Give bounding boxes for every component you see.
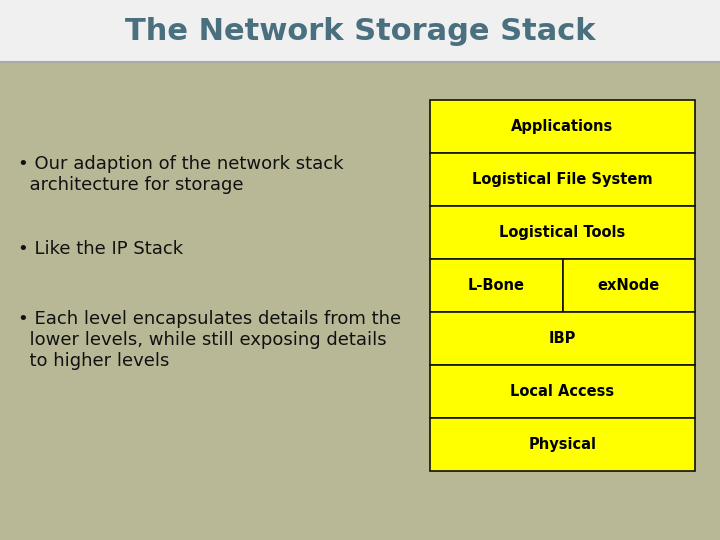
Bar: [430, 100, 695, 153]
Text: L-Bone: L-Bone: [468, 278, 525, 293]
Text: exNode: exNode: [598, 278, 660, 293]
Bar: [430, 418, 695, 471]
Bar: [430, 259, 562, 312]
Text: • Like the IP Stack: • Like the IP Stack: [18, 240, 183, 258]
Text: • Our adaption of the network stack
  architecture for storage: • Our adaption of the network stack arch…: [18, 155, 343, 194]
Bar: [562, 259, 695, 312]
Text: Logistical Tools: Logistical Tools: [500, 225, 626, 240]
Bar: [430, 365, 695, 418]
Text: Applications: Applications: [511, 119, 613, 134]
Text: Logistical File System: Logistical File System: [472, 172, 653, 187]
Text: Local Access: Local Access: [510, 384, 615, 399]
Text: Physical: Physical: [528, 437, 596, 452]
Bar: [0, 0, 720, 62]
Text: • Each level encapsulates details from the
  lower levels, while still exposing : • Each level encapsulates details from t…: [18, 310, 401, 369]
Bar: [430, 206, 695, 259]
Bar: [430, 312, 695, 365]
Bar: [430, 153, 695, 206]
Text: IBP: IBP: [549, 331, 576, 346]
Text: The Network Storage Stack: The Network Storage Stack: [125, 17, 595, 45]
